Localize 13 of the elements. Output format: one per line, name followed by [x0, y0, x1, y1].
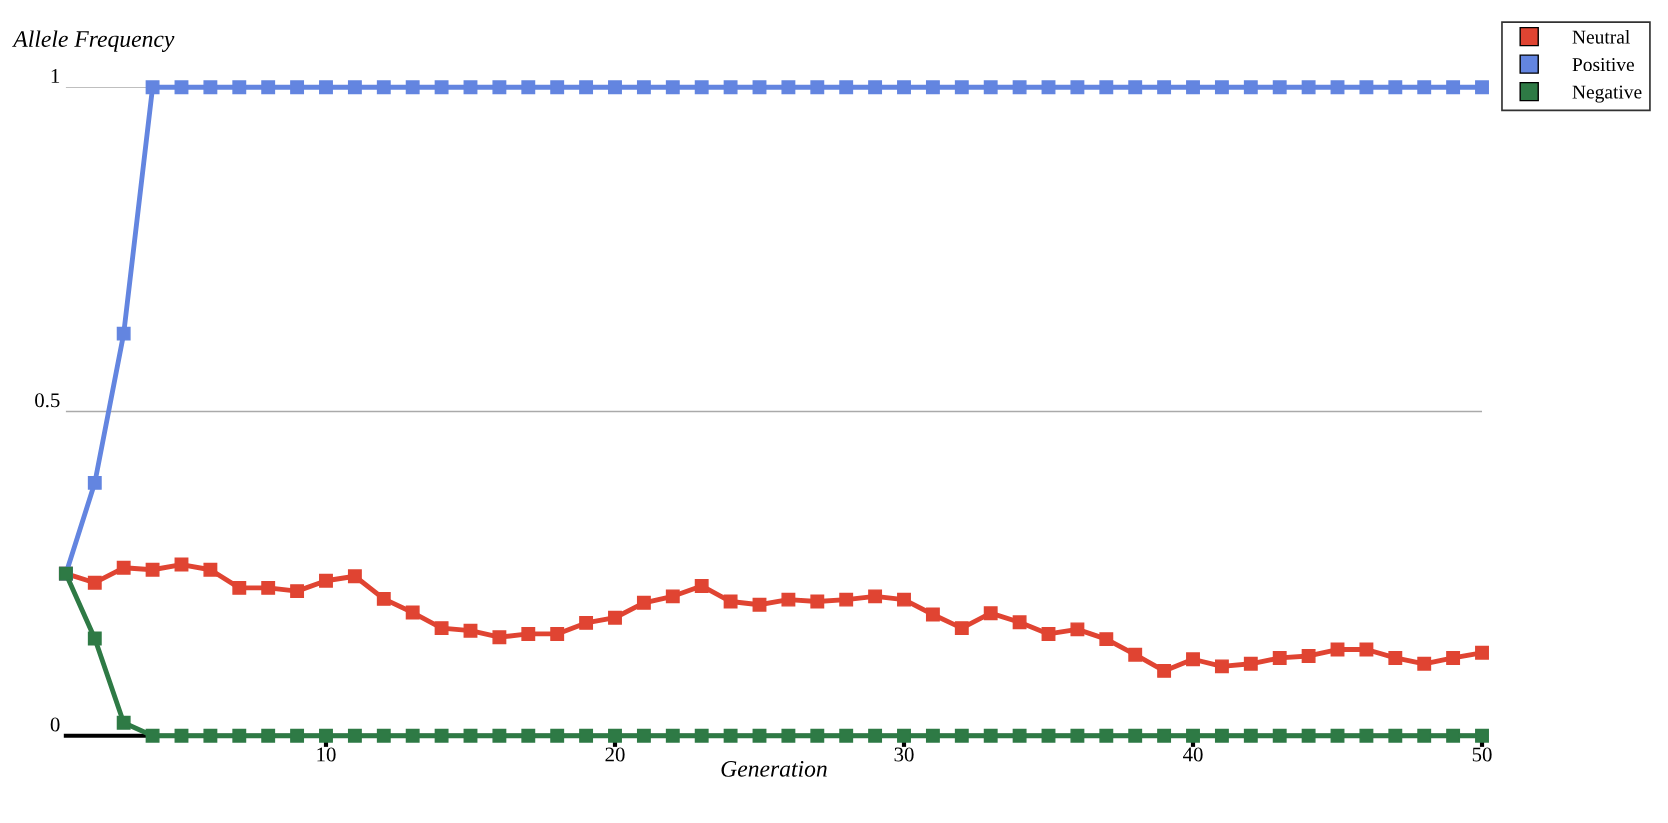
y-tick-label: 0.5 — [35, 393, 60, 408]
x-tick-label: 30 — [894, 747, 914, 762]
legend-label: Negative — [1572, 85, 1642, 103]
legend-label: Positive — [1572, 58, 1634, 72]
x-axis-title: Generation — [721, 760, 827, 777]
legend-label: Neutral — [1572, 29, 1630, 44]
x-tick-label: 10 — [317, 747, 336, 762]
x-tick-label: 40 — [1183, 747, 1203, 762]
y-tick-label: 0 — [50, 717, 60, 732]
x-tick-label: 20 — [605, 747, 625, 762]
y-axis-title: Allele Frequency — [12, 30, 175, 52]
y-tick-label: 1 — [51, 69, 60, 83]
x-tick-label: 50 — [1472, 747, 1492, 762]
